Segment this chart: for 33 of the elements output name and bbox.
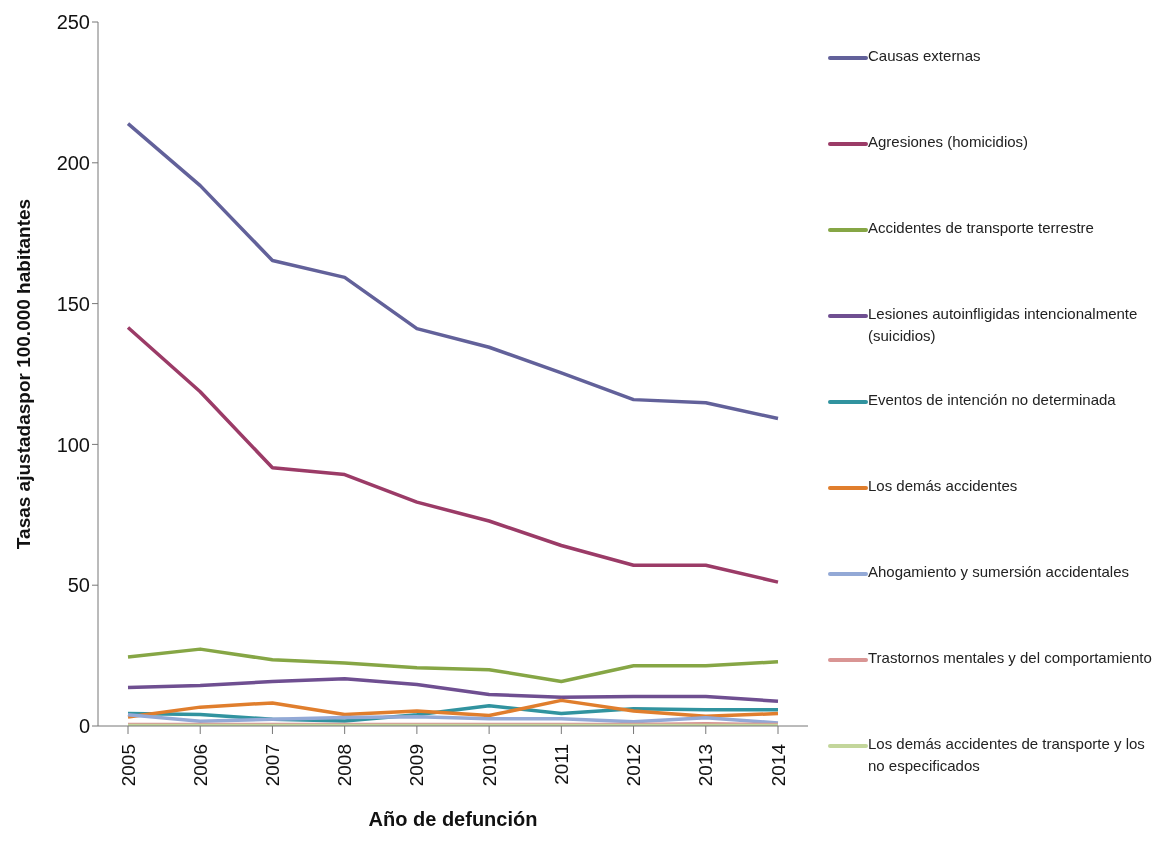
line-series [126, 325, 780, 584]
x-tick-label: 2014 [767, 743, 789, 787]
legend-label: Lesiones autoinfligidas intencionalmente (suicidios) [868, 304, 1139, 346]
y-tick-label: 50 [67, 574, 90, 597]
legend-label: Los demás accidentes [868, 476, 1018, 496]
x-axis-title: Año de defunción [368, 808, 538, 830]
legend-label: Trastornos mentales y del comportamiento [868, 648, 1152, 668]
line-series [126, 676, 780, 703]
x-tick-label: 2013 [695, 744, 717, 787]
y-tick-label: 150 [56, 292, 90, 315]
legend-label: Los demás accidentes de transporte y los no especificados [868, 734, 1146, 776]
legend-label: Accidentes de transporte terrestre [868, 218, 1094, 238]
legend-label: Agresiones (homicidios) [868, 132, 1029, 152]
legend-label: Ahogamiento y sumersión accidentales [868, 562, 1129, 582]
legend-label: Causas externas [868, 46, 981, 66]
y-tick-label: 200 [56, 151, 90, 174]
line-series [126, 121, 780, 421]
y-axis-title: Tasas ajustadaspor 100.000 habitantes [12, 198, 34, 550]
y-tick-label: 0 [78, 715, 90, 738]
x-tick-label: 2009 [406, 744, 428, 787]
x-tick-label: 2011 [550, 744, 572, 785]
x-tick-label: 2008 [334, 744, 356, 787]
x-tick-label: 2006 [189, 744, 211, 787]
y-tick-label: 100 [56, 433, 90, 456]
y-tick-label: 250 [56, 11, 90, 34]
line-series [126, 698, 780, 719]
line-series [126, 712, 780, 725]
x-tick-label: 2007 [261, 744, 283, 787]
legend-label: Eventos de intención no determinada [868, 390, 1116, 410]
x-tick-label: 2010 [478, 744, 500, 787]
line-series [126, 647, 780, 684]
x-tick-label: 2005 [117, 744, 139, 787]
x-tick-label: 2012 [623, 744, 645, 787]
